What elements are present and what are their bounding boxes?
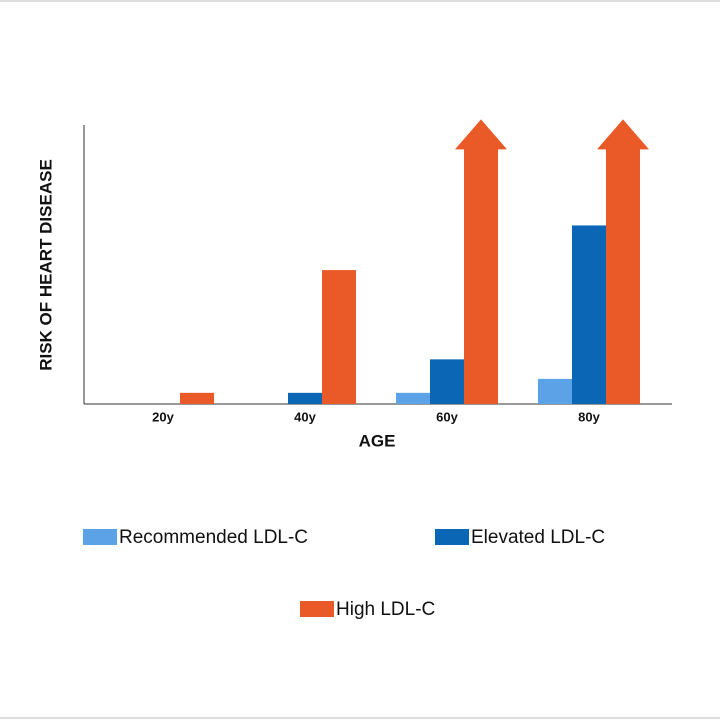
x-tick-label: 60y [436, 409, 458, 424]
bar-arrow [597, 119, 649, 405]
bar [572, 225, 606, 404]
bar-arrow [455, 119, 507, 405]
bar [322, 270, 356, 404]
bar [396, 392, 430, 404]
x-tick-label: 40y [294, 409, 316, 424]
bar [538, 378, 572, 404]
bar [180, 392, 214, 404]
legend-label: Recommended LDL-C [119, 527, 308, 548]
y-axis-title: RISK OF HEART DISEASE [36, 159, 55, 371]
bar [430, 359, 464, 404]
legend-label: Elevated LDL-C [471, 527, 605, 548]
x-axis-title: AGE [359, 431, 396, 450]
legend-swatch [83, 529, 117, 545]
legend-swatch [300, 601, 334, 617]
legend-label: High LDL-C [336, 599, 435, 620]
x-tick-label: 20y [152, 409, 174, 424]
legend-swatch [435, 529, 469, 545]
bar [288, 392, 322, 404]
x-tick-label: 80y [578, 409, 600, 424]
